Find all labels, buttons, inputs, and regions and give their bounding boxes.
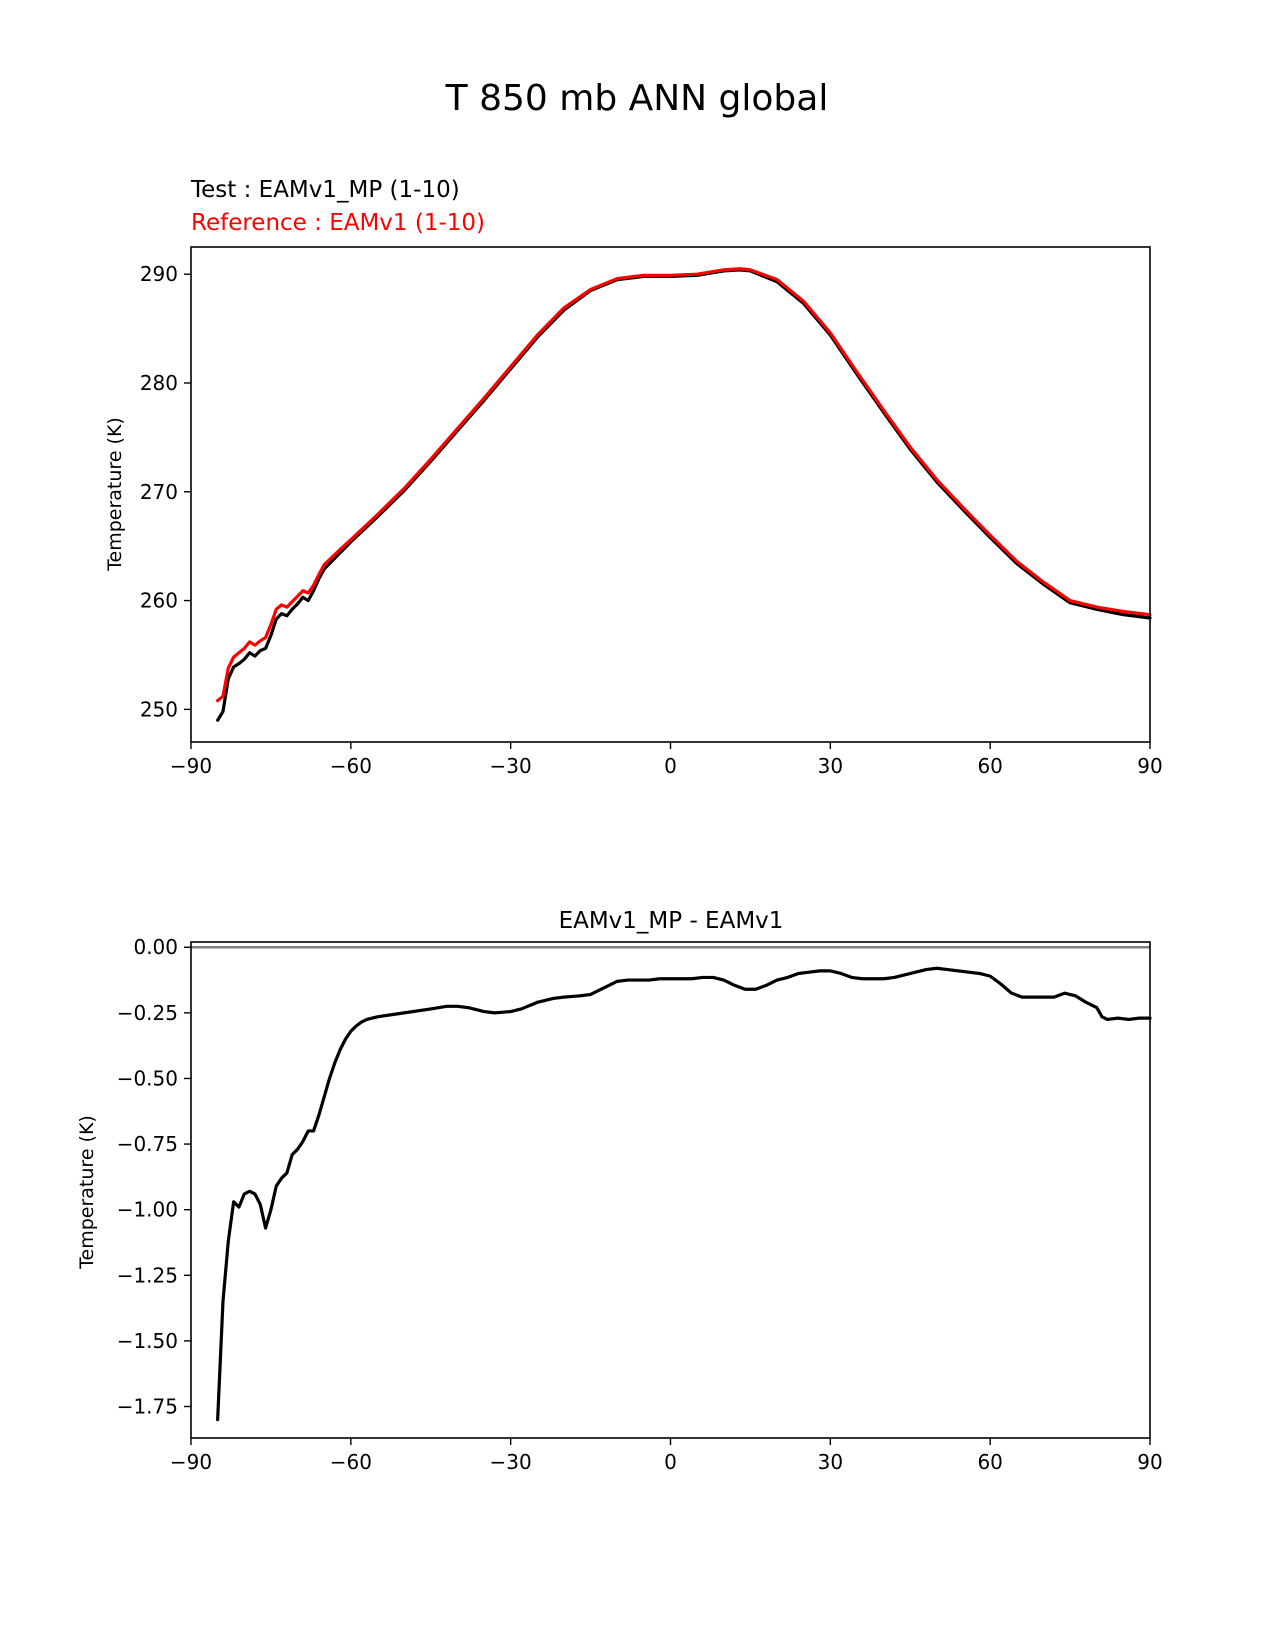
bottom-y-tick-label: −1.25 bbox=[117, 1263, 178, 1287]
bottom-x-tick-label: 90 bbox=[1137, 1450, 1162, 1474]
bottom-x-tick-label: −30 bbox=[490, 1450, 532, 1474]
top-x-tick-label: 60 bbox=[977, 754, 1002, 778]
bottom-y-tick-label: −0.50 bbox=[117, 1066, 178, 1090]
figure-title: T 850 mb ANN global bbox=[445, 78, 829, 119]
top-x-tick-label: −30 bbox=[490, 754, 532, 778]
bottom-plot-area: −90 −60 −30 0 30 60 90 0.00 −0.25 −0.50 −0.75 −1.00… bbox=[117, 935, 1163, 1474]
top-y-tick-label: 280 bbox=[140, 371, 178, 395]
bottom-panel: EAMv1_MP - EAMv1 −90 −60 −30 0 30 60 90 0.00 −0.… bbox=[76, 908, 1163, 1474]
bottom-plot-frame bbox=[190, 941, 1151, 1439]
bottom-y-tick-label: −1.50 bbox=[117, 1329, 178, 1353]
bottom-y-tick-label: 0.00 bbox=[133, 935, 178, 959]
top-x-tick-label: −60 bbox=[330, 754, 372, 778]
bottom-x-tick-label: 60 bbox=[977, 1450, 1002, 1474]
bottom-x-tick-label: 0 bbox=[664, 1450, 677, 1474]
bottom-x-tick-label: 30 bbox=[818, 1450, 843, 1474]
top-plot-frame bbox=[190, 246, 1151, 743]
bottom-test-series-line bbox=[216, 966, 1152, 1422]
top-test-series-line bbox=[216, 268, 1152, 722]
bottom-x-tick-label: −60 bbox=[330, 1450, 372, 1474]
top-y-tick-label: 290 bbox=[140, 262, 178, 286]
top-x-tick-label: −90 bbox=[170, 754, 212, 778]
bottom-panel-title: EAMv1_MP - EAMv1 bbox=[559, 908, 784, 934]
reference-subtitle: Reference : EAMv1 (1-10) bbox=[191, 210, 485, 236]
top-panel: Test : EAMv1_MP (1-10) Reference : EAMv1… bbox=[104, 177, 1163, 778]
bottom-y-tick-label: −0.25 bbox=[117, 1001, 178, 1025]
test-subtitle: Test : EAMv1_MP (1-10) bbox=[190, 177, 460, 203]
top-y-tick-label: 260 bbox=[140, 589, 178, 613]
top-y-tick-label: 270 bbox=[140, 480, 178, 504]
top-x-tick-label: 90 bbox=[1137, 754, 1162, 778]
top-y-tick-label: 250 bbox=[140, 697, 178, 721]
top-reference-series-line bbox=[216, 267, 1152, 703]
bottom-y-tick-label: −1.00 bbox=[117, 1198, 178, 1222]
bottom-y-axis-label: Temperature (K) bbox=[76, 1115, 98, 1270]
bottom-x-tick-label: −90 bbox=[170, 1450, 212, 1474]
top-plot-area: −90 −60 −30 0 30 60 90 250 260 270 280 290 bbox=[140, 246, 1163, 778]
top-y-axis-label: Temperature (K) bbox=[104, 417, 126, 572]
bottom-y-tick-label: −0.75 bbox=[117, 1132, 178, 1156]
bottom-y-tick-label: −1.75 bbox=[117, 1395, 178, 1419]
top-x-tick-label: 30 bbox=[818, 754, 843, 778]
top-x-tick-label: 0 bbox=[664, 754, 677, 778]
